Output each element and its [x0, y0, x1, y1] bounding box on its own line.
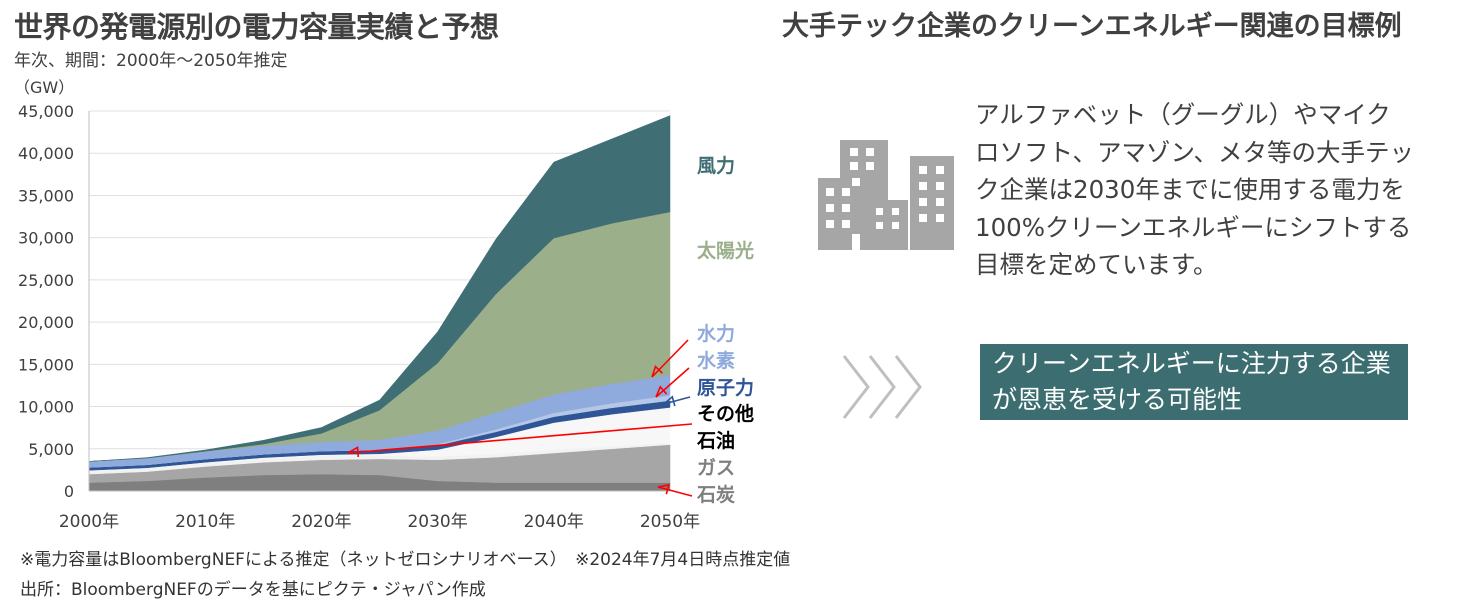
arrow-other	[347, 423, 693, 454]
chart-series-labels: 石炭 ガス 石油 その他 原子力 水素 水力 太陽光 風力	[696, 154, 754, 506]
power-capacity-chart: 0 5,000 10,000 15,000 20,000 25,000 30,000 35,0…	[18, 102, 754, 532]
x-tick-label: 2020年	[291, 512, 351, 532]
y-tick-label: 35,000	[18, 186, 74, 205]
callout-text: クリーンエネルギーに注力する企業が恩恵を受ける可能性	[992, 349, 1391, 414]
series-label: 石炭	[696, 484, 735, 506]
series-label: 原子力	[697, 376, 754, 399]
arrow-hydrogen	[655, 367, 690, 398]
chart-area-series	[88, 115, 671, 492]
right-panel-body: アルファベット（グーグル）やマイクロソフト、アマゾン、メタ等の大手テック企業は2…	[975, 100, 1415, 279]
arrow-hydro-head	[651, 365, 663, 378]
y-axis-unit: （GW）	[14, 78, 75, 97]
y-tick-label: 10,000	[18, 398, 74, 417]
series-label: その他	[697, 402, 754, 425]
right-panel-title: 大手テック企業のクリーンエネルギー関連の目標例	[782, 11, 1402, 42]
chevrons-right-icon	[842, 355, 922, 419]
y-tick-label: 20,000	[18, 313, 74, 332]
series-label: 風力	[697, 154, 735, 177]
chart-axes: 0 5,000 10,000 15,000 20,000 25,000 30,000 35,0…	[18, 102, 700, 532]
series-label: 水素	[697, 349, 735, 372]
buildings-icon	[818, 140, 954, 250]
x-tick-label: 2010年	[175, 512, 235, 532]
y-tick-label: 45,000	[18, 102, 74, 121]
x-tick-label: 2000年	[59, 512, 119, 532]
footnote-line-2: 出所：BloombergNEFのデータを基にピクテ・ジャパン作成	[20, 580, 486, 600]
series-label: 水力	[697, 322, 735, 345]
x-tick-label: 2050年	[640, 512, 700, 532]
arrow-nuclear	[663, 396, 691, 405]
chart-subtitle: 年次、期間：2000年～2050年推定	[14, 51, 288, 71]
y-tick-label: 40,000	[18, 144, 74, 163]
y-tick-label: 5,000	[28, 440, 74, 459]
series-label: ガス	[697, 457, 735, 479]
y-tick-label: 15,000	[18, 355, 74, 374]
y-tick-label: 30,000	[18, 229, 74, 248]
x-tick-label: 2030年	[407, 512, 467, 532]
arrow-hydrogen-head	[655, 385, 668, 398]
footnote-line-1: ※電力容量はBloombergNEFによる推定（ネットゼロシナリオベース） ※2…	[20, 550, 791, 570]
callout-box	[980, 344, 1408, 420]
arrow-coal	[657, 486, 693, 497]
arrow-nuclear-head	[663, 395, 676, 407]
series-label: 太陽光	[697, 239, 754, 262]
series-label: 石油	[696, 430, 735, 452]
arrow-coal-head	[657, 483, 670, 495]
arrow-other-head	[347, 446, 360, 458]
y-tick-label: 25,000	[18, 271, 74, 290]
area-series-8	[88, 115, 671, 462]
chart-annotation-arrows	[347, 339, 693, 497]
y-tick-label: 0	[64, 482, 74, 501]
x-tick-label: 2040年	[524, 512, 584, 532]
chart-title: 世界の発電源別の電力容量実績と予想	[14, 10, 499, 44]
arrow-hydro	[651, 339, 689, 378]
